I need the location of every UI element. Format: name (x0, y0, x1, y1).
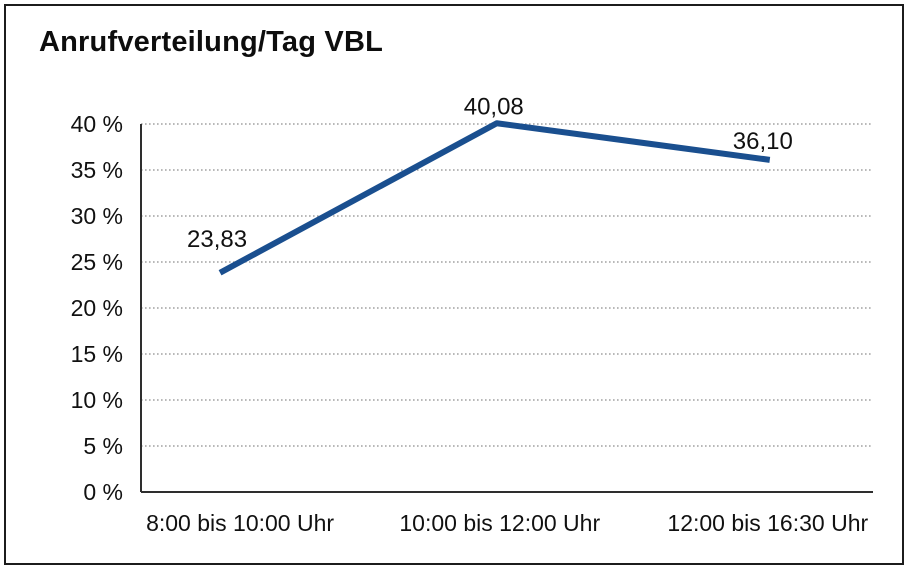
data-label: 23,83 (187, 226, 247, 253)
data-label: 36,10 (733, 128, 793, 155)
y-tick-label: 35 % (71, 157, 123, 183)
data-line (218, 120, 771, 276)
y-tick-label: 20 % (71, 295, 123, 321)
y-tick-label: 0 % (83, 479, 123, 505)
y-tick-label: 30 % (71, 203, 123, 229)
x-category-label: 12:00 bis 16:30 Uhr (667, 510, 868, 536)
y-tick-label: 5 % (83, 433, 123, 459)
data-label: 40,08 (464, 93, 524, 120)
y-tick-label: 10 % (71, 387, 123, 413)
x-category-label: 10:00 bis 12:00 Uhr (399, 510, 600, 536)
chart-title: Anrufverteilung/Tag VBL (39, 26, 384, 58)
x-category-label: 8:00 bis 10:00 Uhr (146, 510, 334, 536)
y-tick-label: 25 % (71, 249, 123, 275)
y-tick-label: 15 % (71, 341, 123, 367)
chart-frame (4, 4, 904, 565)
y-tick-label: 40 % (71, 111, 123, 137)
